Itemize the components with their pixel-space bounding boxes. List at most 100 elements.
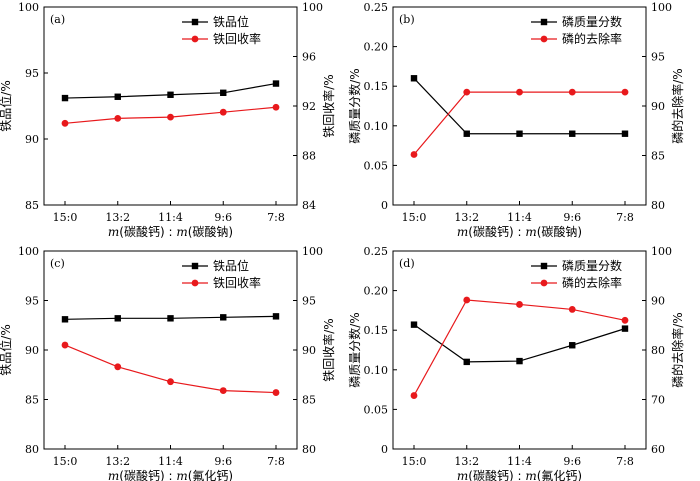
y-right-tick-label: 90 xyxy=(651,295,665,308)
data-point-square xyxy=(463,130,470,137)
y-left-tick-label: 80 xyxy=(25,443,39,456)
x-tick-label: 15:0 xyxy=(53,211,78,224)
x-axis-label-var: m xyxy=(457,469,468,481)
y-right-axis-label: 磷的去除率/% xyxy=(670,312,685,387)
y-left-tick-label: 0.10 xyxy=(364,120,389,133)
y-left-axis-label: 磷质量分数/% xyxy=(347,312,362,387)
legend-label: 铁品位 xyxy=(213,258,249,273)
data-point-circle xyxy=(219,108,227,116)
data-point-circle xyxy=(568,88,576,96)
series-line-0 xyxy=(413,77,625,135)
data-point-square xyxy=(220,314,227,321)
y-right-tick-label: 100 xyxy=(651,245,672,258)
y-right-tick-label: 96 xyxy=(302,51,316,64)
legend-label: 磷质量分数 xyxy=(562,14,622,29)
legend-marker-circle xyxy=(540,279,548,287)
x-tick-label: 7:8 xyxy=(616,211,634,224)
data-point-square xyxy=(569,342,576,349)
y-left-tick-label: 0.20 xyxy=(364,41,389,54)
x-tick-label: 7:8 xyxy=(267,211,285,224)
x-axis-label: m(碳酸钙) : m(氟化钙) xyxy=(457,468,582,481)
data-point-square xyxy=(569,130,576,137)
x-tick-label: 13:2 xyxy=(105,455,130,468)
y-left-tick-label: 90 xyxy=(25,133,39,146)
x-axis-label-text: (氟化钙) xyxy=(537,469,582,481)
chart-panel-d: 0 0.05 0.10 0.15 0.20 0.25 60 70 80 90 100 15:0 13:2… xyxy=(347,245,685,481)
data-point-circle xyxy=(61,341,69,349)
y-left-tick-label: 0.05 xyxy=(364,159,389,172)
x-tick-label: 11:4 xyxy=(158,211,183,224)
data-point-square xyxy=(621,130,629,137)
x-axis-label-text: (碳酸钙) : xyxy=(119,468,176,481)
x-tick-label: 7:8 xyxy=(267,455,285,468)
y-right-tick-label: 80 xyxy=(651,344,665,357)
y-right-axis-label: 铁回收率/% xyxy=(321,74,336,137)
y-right-tick-label: 90 xyxy=(651,100,665,113)
y-left-tick-label: 0 xyxy=(381,443,388,456)
y-left-tick-label: 0.15 xyxy=(364,80,389,93)
x-tick-label: 15:0 xyxy=(402,455,427,468)
data-point-circle xyxy=(272,389,280,396)
y-left-tick-label: 85 xyxy=(25,199,39,212)
data-point-circle xyxy=(167,378,174,386)
legend-marker-square xyxy=(191,18,199,26)
x-tick-label: 13:2 xyxy=(105,211,130,224)
y-left-tick-label: 85 xyxy=(25,394,39,407)
y-right-tick-label: 100 xyxy=(302,245,323,258)
data-point-square xyxy=(621,325,629,332)
x-tick-label: 15:0 xyxy=(53,455,78,468)
x-axis-label-text: (碳酸钠) xyxy=(537,224,582,239)
data-point-square xyxy=(167,315,174,322)
data-point-square xyxy=(516,130,523,137)
data-point-square xyxy=(61,316,69,323)
y-right-tick-label: 80 xyxy=(302,443,316,456)
panel-label: (c) xyxy=(50,257,65,270)
data-point-square xyxy=(167,91,174,98)
x-axis-label-text: (碳酸钙) : xyxy=(468,468,525,481)
x-axis-label-text: (氟化钙) xyxy=(188,469,233,481)
legend-label: 铁回收率 xyxy=(213,275,261,290)
y-right-tick-label: 100 xyxy=(302,1,323,14)
series-line-1 xyxy=(413,299,626,396)
legend-marker-circle xyxy=(540,35,548,43)
data-point-circle xyxy=(568,306,576,313)
y-right-tick-label: 84 xyxy=(302,199,316,212)
y-right-tick-label: 95 xyxy=(302,295,316,308)
y-right-tick-label: 95 xyxy=(651,51,665,64)
data-point-circle xyxy=(219,387,227,394)
y-left-axis-label: 磷质量分数/% xyxy=(347,68,362,143)
y-left-tick-label: 0.25 xyxy=(364,1,389,14)
series-line-1 xyxy=(413,91,625,155)
y-left-tick-label: 0.25 xyxy=(364,245,389,258)
x-tick-label: 9:6 xyxy=(563,455,581,468)
data-point-square xyxy=(61,94,69,102)
data-point-square xyxy=(272,313,280,320)
y-left-tick-label: 90 xyxy=(25,344,39,357)
x-axis-label-text: (碳酸钠) xyxy=(188,224,233,239)
data-point-square xyxy=(463,358,470,366)
x-tick-label: 9:6 xyxy=(214,211,232,224)
data-point-circle xyxy=(410,151,418,158)
y-right-tick-label: 60 xyxy=(651,443,665,456)
y-right-tick-label: 90 xyxy=(302,344,316,357)
y-right-tick-label: 92 xyxy=(302,100,316,113)
y-right-tick-label: 85 xyxy=(651,150,665,163)
x-axis-label-text: (碳酸钙) : xyxy=(119,224,176,239)
data-point-circle xyxy=(61,119,69,127)
y-left-tick-label: 0.15 xyxy=(364,324,389,337)
y-left-tick-label: 100 xyxy=(18,1,39,14)
y-left-tick-label: 100 xyxy=(18,245,39,258)
y-left-axis-label: 铁品位/% xyxy=(0,324,13,375)
data-point-circle xyxy=(463,296,471,304)
x-axis-label: m(碳酸钙) : m(氟化钙) xyxy=(108,468,233,481)
legend-marker-square xyxy=(540,262,548,270)
x-tick-label: 9:6 xyxy=(563,211,581,224)
x-axis-label-text: (碳酸钙) : xyxy=(468,224,525,239)
data-point-circle xyxy=(621,88,629,96)
data-point-square xyxy=(220,89,227,96)
chart-panel-b: 0 0.05 0.10 0.15 0.20 0.25 80 85 90 95 100 15:0 13:2… xyxy=(347,1,685,239)
x-axis-label-var: m xyxy=(108,469,119,481)
x-axis-label-var: m xyxy=(176,469,187,481)
